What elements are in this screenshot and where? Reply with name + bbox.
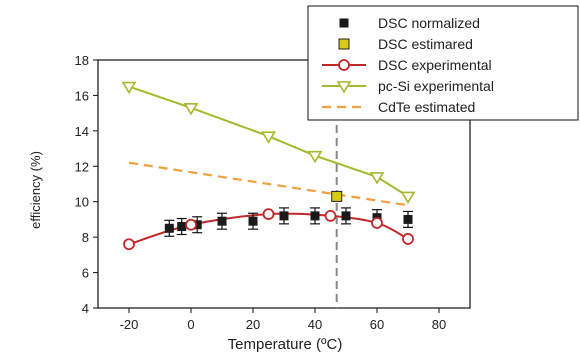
legend-label: DSC estimared <box>378 36 473 52</box>
legend-box <box>307 5 579 121</box>
x-tick-label: 80 <box>432 317 446 332</box>
dsc-normalized-point <box>248 216 258 226</box>
legend-label: CdTe estimated <box>378 99 475 115</box>
y-axis-label: efficiency (%) <box>28 151 43 229</box>
series-line-pc-si-experimental <box>128 85 409 198</box>
pc-si-experimental-point <box>307 150 323 164</box>
plot-frame <box>97 59 471 309</box>
x-tick-label: 60 <box>370 317 384 332</box>
legend-marker-dsc-experimental <box>338 59 350 71</box>
dsc-normalized-point <box>192 220 202 230</box>
series-line-cdte-estimated <box>128 161 409 207</box>
y-tick-label: 4 <box>82 301 89 316</box>
x-tick-label: 0 <box>187 317 194 332</box>
dsc-experimental-point <box>371 217 383 229</box>
pc-si-experimental-point <box>261 131 276 144</box>
dsc-experimental-point <box>123 238 135 251</box>
x-tick-label: 40 <box>308 317 322 332</box>
axes <box>97 59 471 309</box>
legend-marker-dsc-normalized <box>339 18 349 28</box>
dsc-experimental-point <box>324 209 337 222</box>
y-tick-label: 14 <box>75 124 89 139</box>
y-tick-label: 12 <box>75 159 89 174</box>
x-axis-label: Temperature (ºC) <box>228 336 343 353</box>
ticks: -20 0 20 40 60 80 4 6 8 10 12 14 16 18 <box>75 53 447 332</box>
dsc-experimental-point <box>185 218 197 231</box>
dsc-normalized-point <box>279 211 289 221</box>
x-tick-label: -20 <box>120 317 139 332</box>
legend-marker-pc-si-experimental <box>336 81 352 94</box>
dsc-experimental-point <box>262 208 275 221</box>
dsc-normalized-point <box>403 214 413 224</box>
dsc-normalized-point <box>217 216 227 226</box>
legend-marker-dsc-estimared <box>338 38 350 50</box>
dsc-normalized-point <box>164 223 174 233</box>
y-tick-label: 16 <box>75 88 89 103</box>
legend-label: DSC experimental <box>378 57 492 73</box>
legend: DSC normalized DSC estimared DSC experimen… <box>307 5 579 121</box>
dsc-normalized-point <box>341 211 351 221</box>
pc-si-experimental-point <box>369 172 385 185</box>
pc-si-experimental-point <box>183 103 199 116</box>
pc-si-experimental-point <box>121 81 137 95</box>
x-tick-label: 20 <box>246 317 260 332</box>
y-tick-label: 10 <box>75 195 89 210</box>
legend-label: DSC normalized <box>378 15 480 31</box>
y-tick-label: 18 <box>75 53 89 68</box>
dsc-estimared-point <box>331 190 343 202</box>
pc-si-experimental-point <box>400 191 416 204</box>
y-tick-label: 8 <box>82 230 89 245</box>
dsc-normalized-point <box>310 211 320 221</box>
dsc-normalized-point <box>177 222 187 232</box>
legend-label: pc-Si experimental <box>378 78 494 94</box>
dsc-experimental-point <box>402 233 414 245</box>
y-tick-label: 6 <box>82 266 89 281</box>
